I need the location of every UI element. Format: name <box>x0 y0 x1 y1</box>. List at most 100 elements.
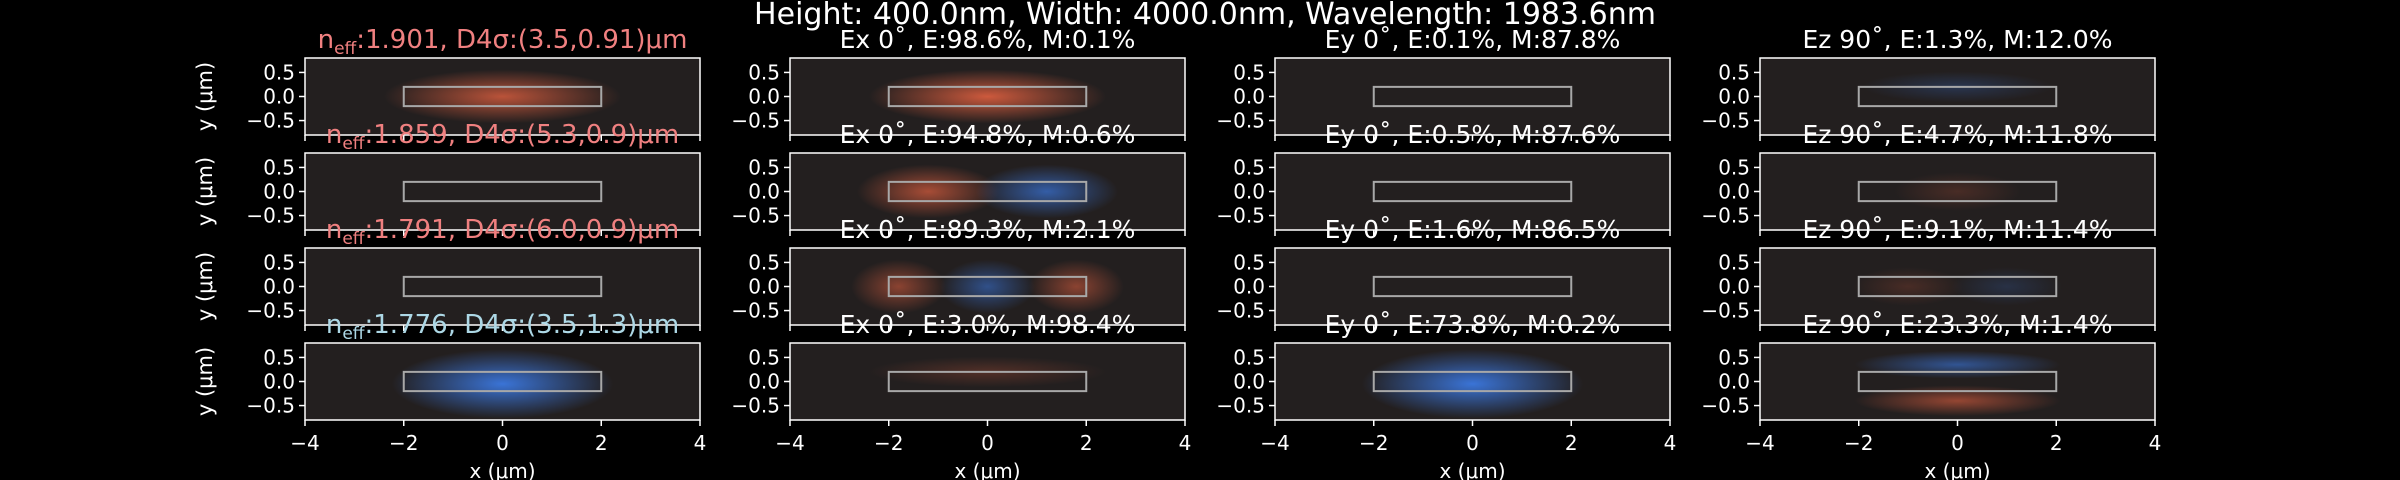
field-lobe-1 <box>1852 267 1964 306</box>
waveguide-outline <box>1857 85 2058 108</box>
y-tick-label: −0.5 <box>1216 204 1265 228</box>
field-lobe-1 <box>384 69 621 124</box>
y-axis-label: y (μm) <box>193 347 217 416</box>
panel-r1-c4: 0.50.0−0.5 Ez 90˚, E:1.3%, M:12.0% <box>1701 25 2156 141</box>
field-lobe-2 <box>940 259 1035 314</box>
mode-label: neff:1.859, D4σ:(5.3,0.9)μm <box>326 120 679 154</box>
y-axis-label: y (μm) <box>193 252 217 321</box>
x-tick-label: −2 <box>1844 431 1873 455</box>
panel-title: Ez 90˚, E:4.7%, M:11.8% <box>1802 120 2112 149</box>
y-tick-label: −0.5 <box>246 394 295 418</box>
field-lobe-1 <box>1361 349 1584 419</box>
waveguide-outline <box>402 370 603 393</box>
panel-title: Ex 0˚, E:98.6%, M:0.1% <box>840 25 1136 54</box>
field-map <box>391 349 614 419</box>
field-lobe-1 <box>1894 172 2021 211</box>
x-tick-label: 2 <box>595 431 608 455</box>
y-axis-label: y (μm) <box>193 157 217 226</box>
field-lobe-1 <box>391 349 614 419</box>
waveguide-outline <box>402 85 603 108</box>
y-tick-label: 0.5 <box>748 345 780 369</box>
x-axis-label: x (μm) <box>469 459 535 480</box>
x-tick-label: −2 <box>389 431 418 455</box>
x-tick-label: 2 <box>1080 431 1093 455</box>
panel-title: Ey 0˚, E:0.5%, M:87.6% <box>1325 120 1621 149</box>
mode-label: neff:1.776, D4σ:(3.5,1.3)μm <box>326 310 679 344</box>
panel-r3-c3: 0.50.0−0.5 Ey 0˚, E:1.6%, M:86.5% <box>1216 215 1671 331</box>
panel-title: Ez 90˚, E:23.3%, M:1.4% <box>1802 310 2112 339</box>
panel-title: Ey 0˚, E:1.6%, M:86.5% <box>1325 215 1621 244</box>
y-tick-label: 0.5 <box>263 60 295 84</box>
waveguide-outline <box>402 275 603 298</box>
y-axis-label: y (μm) <box>193 62 217 131</box>
panel-r1-c1: 0.50.0−0.5 <box>246 57 701 141</box>
field-lobe-2 <box>1951 267 2063 306</box>
panel-r1-c3: 0.50.0−0.5 Ey 0˚, E:0.1%, M:87.8% <box>1216 25 1671 141</box>
y-tick-label: 0.5 <box>1233 155 1265 179</box>
y-tick-label: 0.0 <box>263 275 295 299</box>
x-tick-label: 4 <box>2149 431 2162 455</box>
waveguide-outline <box>887 275 1088 298</box>
x-tick-label: −2 <box>1359 431 1388 455</box>
y-tick-label: 0.0 <box>1718 85 1750 109</box>
x-tick-label: 0 <box>981 431 994 455</box>
panel-background <box>305 248 700 325</box>
x-tick-label: 4 <box>1664 431 1677 455</box>
y-tick-label: −0.5 <box>246 204 295 228</box>
panel-r4-c4: 0.50.0−0.5 −4 −2 0 2 4 x (μm) Ez 90˚, E:23.3%, … <box>1701 310 2161 480</box>
mode-label: neff:1.791, D4σ:(6.0,0.9)μm <box>326 215 679 249</box>
waveguide-outline <box>1857 370 2058 393</box>
y-tick-label: 0.5 <box>1718 60 1750 84</box>
x-tick-label: 0 <box>496 431 509 455</box>
waveguide-outline <box>1857 275 2058 298</box>
panel-r2-c3: 0.50.0−0.5 Ey 0˚, E:0.5%, M:87.6% <box>1216 120 1671 236</box>
y-tick-label: −0.5 <box>1216 299 1265 323</box>
y-tick-label: 0.5 <box>1718 155 1750 179</box>
y-tick-label: 0.0 <box>1233 180 1265 204</box>
panel-title: Ex 0˚, E:94.8%, M:0.6% <box>840 120 1136 149</box>
waveguide-outline <box>1372 85 1573 108</box>
field-lobe-1 <box>1854 350 2061 379</box>
panel-r3-c1: 0.50.0−0.5 <box>246 247 701 331</box>
x-tick-label: 2 <box>1565 431 1578 455</box>
panel-title: Ez 90˚, E:9.1%, M:11.4% <box>1802 215 2112 244</box>
x-tick-label: −4 <box>1260 431 1289 455</box>
y-tick-label: 0.0 <box>1718 180 1750 204</box>
field-map <box>384 69 621 124</box>
y-tick-label: 0.5 <box>748 60 780 84</box>
x-tick-label: 0 <box>1951 431 1964 455</box>
panel-title: Ex 0˚, E:3.0%, M:98.4% <box>840 310 1136 339</box>
panel-background <box>1275 153 1670 230</box>
x-axis-label: x (μm) <box>1924 459 1990 480</box>
y-tick-label: −0.5 <box>1701 394 1750 418</box>
x-tick-label: −4 <box>775 431 804 455</box>
x-tick-label: 0 <box>1466 431 1479 455</box>
field-lobe-1 <box>857 164 1000 219</box>
field-map <box>851 259 1124 314</box>
y-tick-label: 0.0 <box>748 370 780 394</box>
panel-title: Ey 0˚, E:0.1%, M:87.8% <box>1325 25 1621 54</box>
panel-r4-c1: 0.50.0−0.5 −4 −2 0 2 4 x (μm) <box>246 342 706 480</box>
field-lobe-2 <box>1854 385 2061 417</box>
panel-r3-c4: 0.50.0−0.5 Ez 90˚, E:9.1%, M:11.4% <box>1701 215 2156 331</box>
panel-r3-c2: 0.50.0−0.5 Ex 0˚, E:89.3%, M:2.1% <box>731 215 1186 331</box>
panel-r4-c3: 0.50.0−0.5 −4 −2 0 2 4 x (μm) Ey 0˚, E:73.8%, M… <box>1216 310 1676 480</box>
panel-title: Ex 0˚, E:89.3%, M:2.1% <box>840 215 1136 244</box>
y-tick-label: 0.0 <box>263 370 295 394</box>
y-tick-label: −0.5 <box>731 204 780 228</box>
field-map <box>857 164 1118 219</box>
y-tick-label: −0.5 <box>1216 394 1265 418</box>
waveguide-outline <box>402 180 603 203</box>
x-tick-label: −4 <box>1745 431 1774 455</box>
x-tick-label: 2 <box>2050 431 2063 455</box>
y-tick-label: 0.0 <box>1718 370 1750 394</box>
y-tick-label: −0.5 <box>731 394 780 418</box>
panel-title: Ey 0˚, E:73.8%, M:0.2% <box>1325 310 1621 339</box>
waveguide-outline <box>1372 275 1573 298</box>
y-tick-label: −0.5 <box>1701 299 1750 323</box>
y-tick-label: 0.5 <box>1233 250 1265 274</box>
x-axis-label: x (μm) <box>1439 459 1505 480</box>
panel-r2-c4: 0.50.0−0.5 Ez 90˚, E:4.7%, M:11.8% <box>1701 120 2156 236</box>
field-lobe-1 <box>869 69 1106 124</box>
